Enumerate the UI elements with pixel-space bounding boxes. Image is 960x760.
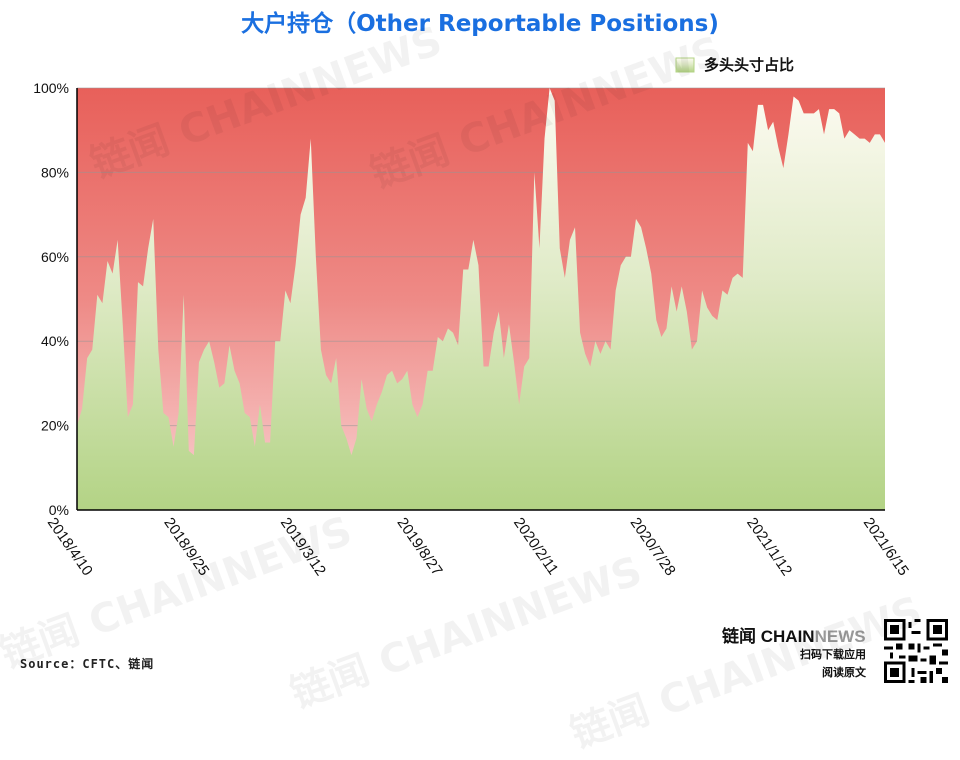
x-tick-label: 2019/3/12 (277, 515, 329, 579)
y-tick-label: 40% (41, 333, 69, 349)
x-tick-label: 2021/1/12 (743, 515, 795, 579)
y-tick-label: 60% (41, 249, 69, 265)
long-position-area (77, 88, 885, 510)
y-tick-label: 20% (41, 418, 69, 434)
brand-chain: CHAIN (760, 627, 815, 646)
y-tick-label: 80% (41, 164, 69, 180)
scan-read-text: 阅读原文 (822, 666, 866, 679)
legend: 多头头寸占比 (675, 56, 794, 74)
x-tick-labels: 2018/4/10 2018/9/25 2019/3/12 2019/8/27 2020… (44, 515, 912, 579)
x-tick-label: 2021/6/15 (860, 515, 912, 579)
x-tick-label: 2018/4/10 (44, 515, 96, 579)
brand-logo: 链闻 CHAINNEWS (722, 622, 866, 647)
x-tick-label: 2020/7/28 (627, 515, 679, 579)
brand-news: NEWS (814, 627, 866, 646)
brand-cn: 链闻 (722, 627, 756, 646)
chart: 0%20%40%60%80%100% 2018/4/10 2018/9/25 201… (33, 56, 912, 579)
x-tick-label: 2020/2/11 (510, 515, 562, 579)
legend-label: 多头头寸占比 (704, 56, 794, 74)
legend-swatch (675, 57, 695, 73)
y-tick-label: 0% (49, 502, 69, 518)
scan-download-text: 扫码下载应用 (800, 648, 866, 661)
chart-title: 大户持仓（Other Reportable Positions) (241, 11, 719, 37)
x-tick-label: 2019/8/27 (393, 515, 445, 579)
x-tick-label: 2018/9/25 (160, 515, 212, 579)
y-tick-labels: 0% 20% 40% 60% 80% 100% (33, 80, 69, 518)
source-note: Source：CFTC、链闻 (20, 657, 155, 671)
y-tick-label: 100% (33, 80, 69, 96)
qr-code-icon[interactable] (884, 619, 948, 683)
